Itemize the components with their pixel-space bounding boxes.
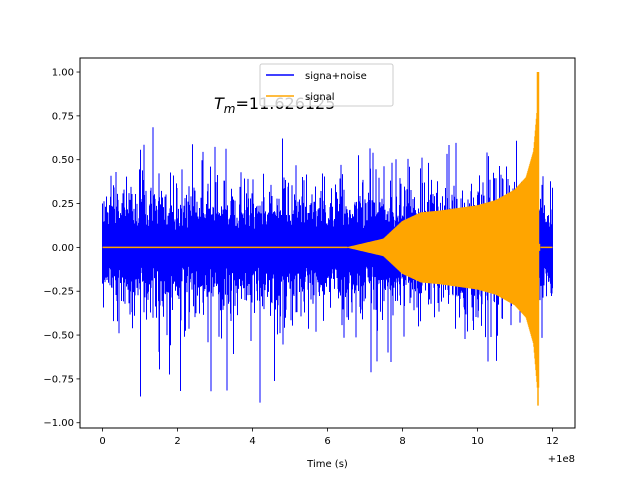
y-tick-label: 0.00 — [52, 243, 74, 254]
y-tick-label: −0.50 — [43, 331, 74, 342]
annotation-symbol: T — [214, 94, 225, 113]
y-tick-label: 0.50 — [52, 155, 74, 166]
y-axis-ticks: −1.00 −0.75 −0.50 −0.25 0.00 0.25 0.50 0.75 1.00 — [43, 68, 80, 429]
plot-area — [102, 72, 553, 406]
y-tick-label: −0.25 — [43, 287, 74, 298]
x-tick-label: 6 — [324, 436, 330, 447]
x-tick-label: 4 — [249, 436, 255, 447]
x-tick-label: 2 — [174, 436, 180, 447]
annotation-subscript: m — [224, 102, 236, 116]
legend-label-signa-noise: signa+noise — [305, 71, 367, 82]
y-tick-label: 0.75 — [52, 111, 74, 122]
x-axis-ticks: 0 2 4 6 8 10 12 — [99, 428, 559, 447]
y-tick-label: 1.00 — [52, 68, 74, 79]
legend-label-signal: signal — [305, 92, 335, 103]
x-tick-label: 12 — [546, 436, 559, 447]
x-tick-label: 0 — [99, 436, 105, 447]
y-tick-label: −1.00 — [43, 418, 74, 429]
legend: signa+noise signal — [259, 63, 394, 107]
series-line-signal — [102, 72, 553, 406]
x-tick-label: 10 — [471, 436, 484, 447]
y-tick-label: 0.25 — [52, 199, 74, 210]
x-axis-label: Time (s) — [306, 459, 348, 470]
x-axis-offset-label: +1e8 — [548, 454, 575, 465]
x-tick-label: 8 — [399, 436, 405, 447]
y-tick-label: −0.75 — [43, 374, 74, 385]
